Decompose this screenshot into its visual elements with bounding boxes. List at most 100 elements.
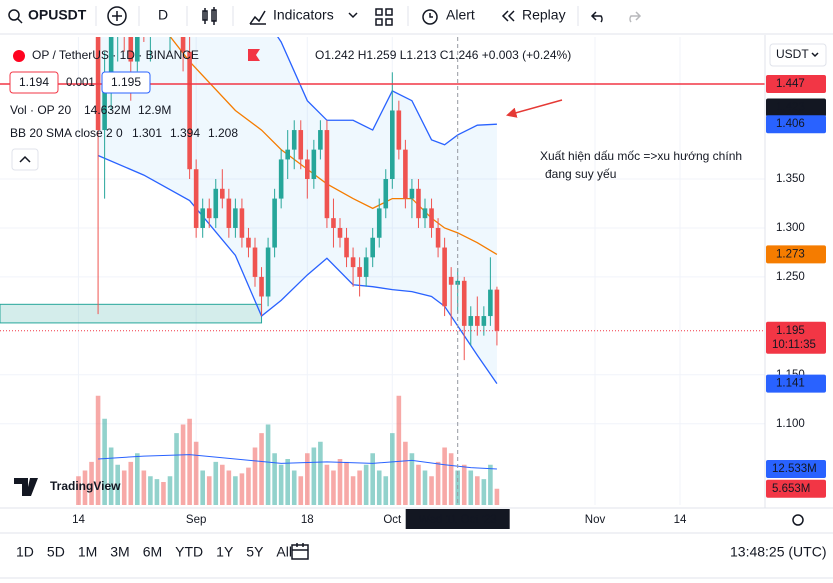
candle-body	[390, 110, 395, 180]
volume-bar	[331, 470, 336, 505]
candle-body	[265, 247, 271, 297]
volume-bar	[89, 461, 94, 505]
volume-bar	[246, 467, 251, 505]
watermark: TradingView	[14, 478, 121, 496]
volume-bar	[396, 395, 402, 505]
candle-body	[246, 237, 251, 248]
time-axis: 14 Sep 18 Oct Nov 14 Wed 11 Oct '23	[0, 507, 833, 529]
zone	[0, 303, 263, 324]
candle-body	[180, 37, 186, 52]
y-tick-label: 1.250	[776, 271, 805, 283]
candle-body	[331, 218, 336, 228]
redo[interactable]	[629, 11, 642, 23]
logo-mark	[14, 478, 38, 496]
price-axis: USDT 1.1001.1501.2501.3001.3501.4471.423…	[764, 35, 833, 508]
bb-lower-value: 1.208	[208, 126, 238, 140]
range-button[interactable]: All	[276, 544, 292, 560]
range-button[interactable]: 6M	[143, 544, 162, 560]
price-marker	[766, 321, 826, 354]
range-button[interactable]: 1Y	[216, 544, 234, 560]
candle-body	[461, 280, 467, 326]
volume-bar	[265, 424, 271, 505]
bb-label: BB 20 SMA close 2 0	[10, 126, 123, 140]
indicators-icon[interactable]	[249, 10, 266, 25]
price-marker-label: 1.447	[776, 78, 805, 90]
volume-bar	[422, 470, 428, 505]
volume-bar	[226, 470, 232, 505]
volume-bar	[108, 447, 114, 505]
dropdown[interactable]	[348, 12, 358, 19]
candle-body	[252, 247, 258, 277]
bb-upper	[277, 37, 497, 146]
y-tick-label: 1.300	[776, 222, 805, 234]
range-button[interactable]: YTD	[175, 544, 203, 560]
candle-body	[108, 37, 114, 82]
bb-basis	[169, 37, 498, 255]
layouts[interactable]	[375, 8, 393, 26]
volume-bar	[442, 447, 447, 505]
volume-bar	[121, 470, 127, 505]
volume-bar	[311, 447, 317, 505]
legend: OP / TetherUS · 1D · BINANCE O1.242 H1.2…	[9, 48, 571, 171]
chart-type[interactable]	[202, 7, 217, 25]
x-tick-label: 18	[301, 514, 314, 526]
volume-bar	[383, 476, 389, 505]
ask-box[interactable]	[101, 71, 151, 94]
collapse-icon	[19, 155, 31, 163]
volume-bar	[200, 470, 205, 505]
candle-body	[363, 257, 369, 277]
bid-box[interactable]	[9, 71, 59, 94]
volume-bar	[76, 476, 81, 505]
interval[interactable]: D	[158, 7, 168, 23]
volume-marker-label: 5.653M	[772, 483, 810, 495]
volume-bar	[494, 488, 500, 505]
volume-bar	[272, 453, 277, 505]
date-range[interactable]	[291, 543, 309, 560]
spread: 0.001	[66, 77, 95, 89]
ask[interactable]: 1.195	[111, 75, 141, 89]
alert-icon[interactable]	[422, 9, 438, 25]
x-tick-label: Nov	[585, 514, 606, 526]
legend-ohlc: O1.242 H1.259 L1.213 C1.246 +0.003 (+0.2…	[315, 48, 571, 62]
candle-body	[305, 159, 310, 180]
currency-button[interactable]	[769, 43, 827, 67]
alert[interactable]: Alert	[446, 7, 475, 23]
volume-bar	[82, 470, 88, 505]
range-button[interactable]: 3M	[110, 544, 129, 560]
symbol[interactable]: OPUSDT	[28, 7, 87, 23]
clock[interactable]: 13:48:25 (UTC)	[730, 544, 826, 560]
volume-bar	[488, 464, 493, 505]
currency[interactable]: USDT	[776, 47, 809, 61]
volume-bar	[233, 476, 238, 505]
flag[interactable]	[248, 49, 260, 61]
range-button[interactable]: 1D	[16, 544, 34, 560]
volume-bar	[252, 447, 258, 505]
range-button[interactable]: 5D	[47, 544, 65, 560]
collapse-legend[interactable]	[11, 148, 39, 171]
volume-bar	[206, 476, 212, 505]
add-symbol[interactable]	[107, 6, 127, 26]
price-marker-label: 1.406	[776, 118, 805, 130]
candle-body	[337, 227, 343, 238]
range-button[interactable]: 1M	[78, 544, 97, 560]
undo[interactable]	[590, 11, 603, 23]
bid[interactable]: 1.194	[19, 75, 49, 89]
volume-bar	[468, 470, 474, 505]
settings[interactable]	[792, 514, 804, 526]
volume-bar	[363, 464, 369, 505]
range-button[interactable]: 5Y	[246, 544, 264, 560]
bb-upper-value: 1.394	[170, 126, 200, 140]
candle-body	[213, 188, 219, 219]
candle-body	[324, 130, 330, 219]
search-icon[interactable]	[8, 9, 20, 21]
candle-body	[370, 237, 375, 258]
candle-body	[494, 289, 500, 331]
x-tick-label: 14	[674, 514, 687, 526]
candle-body	[350, 257, 356, 268]
indicators[interactable]: Indicators	[273, 7, 334, 23]
candle-body	[448, 276, 454, 285]
replay[interactable]: Replay	[522, 7, 566, 23]
volume-bar	[259, 433, 264, 505]
replay-icon[interactable]	[501, 10, 515, 22]
